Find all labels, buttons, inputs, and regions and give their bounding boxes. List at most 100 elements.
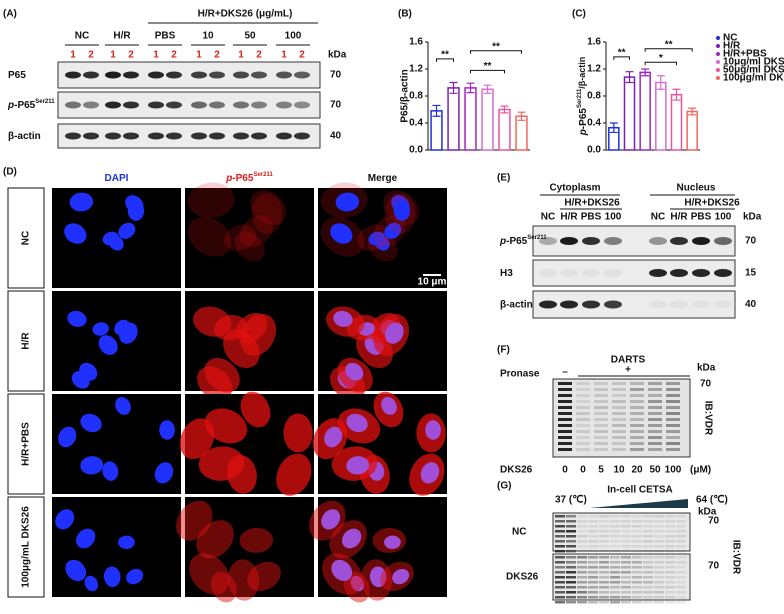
kda-marker: 15 xyxy=(745,268,757,279)
band xyxy=(599,550,609,553)
band xyxy=(233,101,249,109)
nucleus xyxy=(84,575,99,592)
band xyxy=(577,550,587,553)
band xyxy=(648,418,662,421)
significance-bracket xyxy=(470,69,505,74)
band xyxy=(630,388,644,391)
legend-label: H/R+PBS xyxy=(723,49,767,60)
band xyxy=(665,540,675,543)
label: Cytoplasm xyxy=(549,183,600,194)
band xyxy=(588,550,598,553)
band xyxy=(665,556,675,559)
band xyxy=(632,561,642,564)
band xyxy=(676,576,686,579)
band xyxy=(555,535,565,538)
band xyxy=(612,430,626,433)
nucleus xyxy=(335,192,360,212)
kda-marker: 40 xyxy=(745,299,757,310)
y-tick-label: 0.4 xyxy=(587,118,601,129)
band xyxy=(166,132,182,140)
band xyxy=(666,412,680,415)
cytoplasm xyxy=(204,408,248,444)
cytoplasm xyxy=(276,453,312,496)
band xyxy=(599,576,609,579)
nucleus xyxy=(55,509,75,530)
label: kDa xyxy=(697,363,716,374)
band xyxy=(588,576,598,579)
band xyxy=(676,550,686,553)
cytoplasm xyxy=(247,561,281,592)
band xyxy=(599,591,609,594)
band xyxy=(251,71,267,79)
band xyxy=(555,530,565,533)
band xyxy=(621,601,631,604)
band xyxy=(666,418,680,421)
kda-marker: 40 xyxy=(330,131,342,142)
group-label: H/R xyxy=(113,31,131,42)
band xyxy=(555,586,565,589)
nucleus xyxy=(381,396,397,415)
band xyxy=(666,394,680,397)
lane-label: 100 xyxy=(715,212,732,223)
label-sup: Ser211 xyxy=(527,235,547,241)
band xyxy=(643,545,653,548)
group-label: NC xyxy=(75,31,89,42)
cytoplasm xyxy=(187,182,235,218)
y-tick-label: 1.2 xyxy=(409,64,423,75)
label-name: β-actin xyxy=(500,299,533,310)
nucleus xyxy=(333,310,353,327)
label-name: P65 xyxy=(17,100,35,111)
band xyxy=(676,571,686,574)
band xyxy=(621,556,631,559)
band xyxy=(604,300,622,309)
band xyxy=(558,424,572,427)
error-bar xyxy=(517,111,526,121)
lane-label: 1 xyxy=(196,50,202,61)
band xyxy=(612,418,626,421)
band xyxy=(666,436,680,439)
nucleus xyxy=(127,200,145,221)
band xyxy=(632,515,642,518)
band xyxy=(555,601,565,604)
band xyxy=(665,576,675,579)
band xyxy=(209,71,225,79)
label-prefix: p- xyxy=(578,125,589,136)
band xyxy=(665,601,675,604)
nucleus xyxy=(126,568,144,585)
bar xyxy=(639,71,651,151)
band xyxy=(65,71,81,79)
column-header: DAPI xyxy=(105,173,129,184)
band xyxy=(566,556,576,559)
cytoplasm xyxy=(240,313,277,356)
kda-marker: 70 xyxy=(745,236,757,247)
band xyxy=(643,591,653,594)
band xyxy=(83,132,99,140)
band xyxy=(105,71,121,79)
band xyxy=(599,530,609,533)
row-label: p-P65Ser211 xyxy=(499,235,547,247)
bar xyxy=(515,115,528,151)
nucleus xyxy=(368,231,385,246)
band xyxy=(665,545,675,548)
band xyxy=(654,596,664,599)
nucleus xyxy=(102,461,119,481)
band xyxy=(576,388,590,391)
band xyxy=(577,591,587,594)
band xyxy=(558,436,572,439)
legend-label: 10μg/ml DKS26 xyxy=(723,57,784,68)
band xyxy=(599,520,609,523)
band xyxy=(588,520,598,523)
band xyxy=(632,545,642,548)
nucleus xyxy=(154,462,174,484)
band xyxy=(612,406,626,409)
band xyxy=(576,382,590,385)
nucleus xyxy=(384,535,401,549)
band xyxy=(666,406,680,409)
bar xyxy=(623,76,636,151)
cytoplasm xyxy=(250,190,287,226)
panel-label: (F) xyxy=(497,345,510,356)
label-name: β-actin xyxy=(8,131,41,142)
row-label-box xyxy=(7,290,45,392)
nucleus xyxy=(118,222,136,239)
nucleus xyxy=(384,322,404,344)
